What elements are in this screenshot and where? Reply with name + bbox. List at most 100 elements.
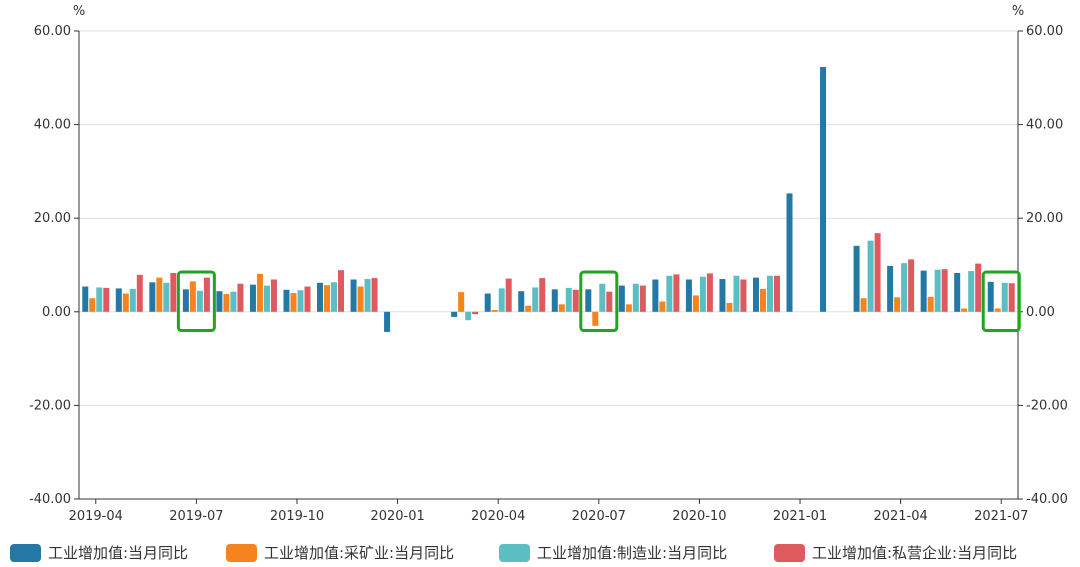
x-tick-label: 2021-07 [974,509,1028,524]
bar [338,270,345,312]
legend-swatch [10,544,41,562]
bar [472,311,479,315]
bar [484,293,491,312]
left-axis-unit: % [73,4,85,19]
bar [551,289,558,312]
bar [163,282,170,312]
bar [223,294,230,312]
bar [887,265,894,312]
x-tick-label: 2020-10 [672,509,726,524]
legend-label: 工业增加值:私营企业:当月同比 [812,544,1017,562]
x-tick-label: 2021-01 [773,509,827,524]
y-tick-label-left: -20.00 [29,398,71,413]
x-tick-label: 2019-04 [69,509,123,524]
bar [867,240,874,312]
bar [182,289,189,312]
bar [894,297,901,312]
bar [987,281,994,312]
y-tick-label-right: -40.00 [1026,492,1068,507]
bar [237,283,244,312]
bar [103,287,110,312]
bar [719,279,726,312]
bar [498,288,505,312]
bar [136,274,143,312]
bar [331,282,338,312]
bar [96,287,103,312]
bar [941,269,948,312]
bar [726,302,733,312]
bar [606,291,613,312]
bar [632,283,639,312]
bar [558,304,565,312]
bar [820,67,827,312]
bar [491,309,498,312]
bar [371,278,378,312]
bar [170,272,177,312]
bar [572,289,579,312]
highlight-boxes [176,270,1021,333]
legend-swatch [774,544,805,562]
bar [927,296,934,312]
bar [451,311,458,317]
x-tick-label: 2020-07 [572,509,626,524]
legend-label: 工业增加值:制造业:当月同比 [537,544,727,562]
bar [853,245,860,312]
x-tick-label: 2019-10 [270,509,324,524]
bar [129,288,136,312]
bar [384,311,391,332]
highlight-box [981,270,1021,333]
bar [189,281,196,312]
x-tick-label: 2020-04 [471,509,525,524]
bar [954,272,961,312]
highlight-box [176,270,216,333]
bar [699,276,706,312]
bar-series [82,67,1015,332]
bar [350,279,357,312]
bar [525,305,532,312]
bar [585,289,592,312]
bar [874,233,881,312]
x-tick-label: 2019-07 [169,509,223,524]
bar [357,286,364,312]
bar [270,279,277,312]
bar [685,279,692,312]
bar [156,277,163,312]
y-tick-label-right: 40.00 [1026,118,1063,133]
bar [618,285,625,312]
bar [766,275,773,312]
bar [733,275,740,312]
y-tick-label-left: 40.00 [34,118,71,133]
bar [920,270,927,312]
bar [115,288,122,312]
bar [994,308,1001,312]
bar [1008,283,1015,312]
bar [317,282,324,312]
bar [565,287,572,312]
bar [692,295,699,312]
bar [290,293,297,312]
bar [740,279,747,312]
bar [599,283,606,312]
bar [759,288,766,312]
legend-label: 工业增加值:当月同比 [48,544,188,562]
bar [901,263,908,312]
y-tick-label-right: 60.00 [1026,24,1063,39]
y-tick-label-right: 0.00 [1026,305,1055,320]
legend-swatch [499,544,530,562]
bar [505,278,512,312]
y-tick-label-right: -20.00 [1026,398,1068,413]
bar [773,275,780,312]
bar [324,285,331,312]
right-axis-unit: % [1012,4,1024,19]
highlight-box [579,270,619,333]
bar [203,277,210,312]
bar [364,279,371,312]
y-tick-label-left: 0.00 [42,305,71,320]
bar [673,274,680,312]
legend: 工业增加值:当月同比 工业增加值:采矿业:当月同比 工业增加值:制造业:当月同比 工业… [10,544,1017,562]
bar [249,284,256,312]
bar [89,298,96,312]
bar [256,273,263,312]
bar [539,278,546,312]
